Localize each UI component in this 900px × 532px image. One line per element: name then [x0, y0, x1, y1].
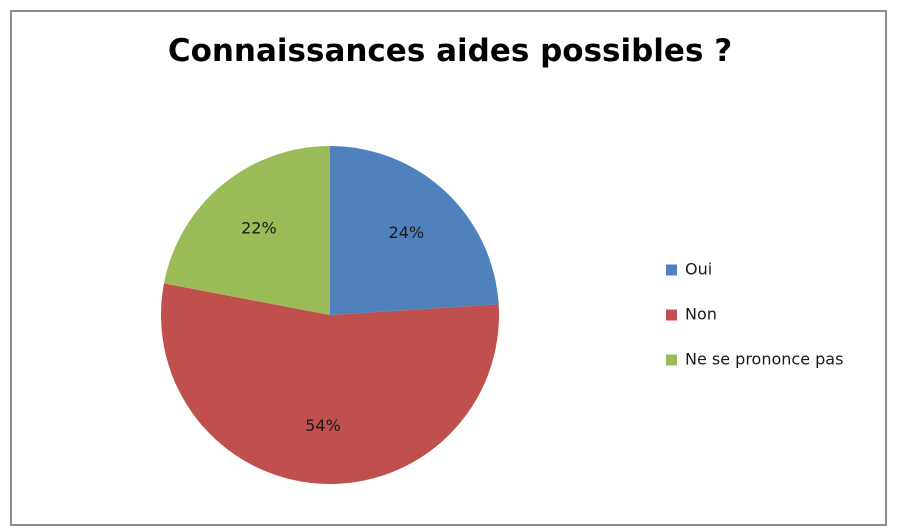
- data-label-oui: 24%: [389, 223, 425, 242]
- pie-slice-oui: [330, 146, 499, 315]
- legend-label-non: Non: [685, 305, 717, 324]
- pie-slice-ne-se-prononce-pas: [163, 146, 330, 315]
- legend: Oui Non Ne se prononce pas: [666, 260, 843, 369]
- pie-slice-non: [160, 283, 499, 485]
- legend-label-oui: Oui: [685, 260, 712, 279]
- chart-title: Connaissances aides possibles ?: [167, 33, 733, 69]
- data-label-ne-se-prononce-pas: 22%: [241, 219, 277, 238]
- pie-slices: [160, 146, 499, 485]
- legend-label-ne-se-prononce-pas: Ne se prononce pas: [685, 350, 843, 369]
- pie-data-labels: 24% 54% 22%: [241, 219, 424, 435]
- legend-swatch-oui: [666, 264, 677, 276]
- legend-swatch-ne-se-prononce-pas: [666, 354, 677, 366]
- data-label-non: 54%: [305, 416, 341, 435]
- legend-swatch-non: [666, 309, 677, 321]
